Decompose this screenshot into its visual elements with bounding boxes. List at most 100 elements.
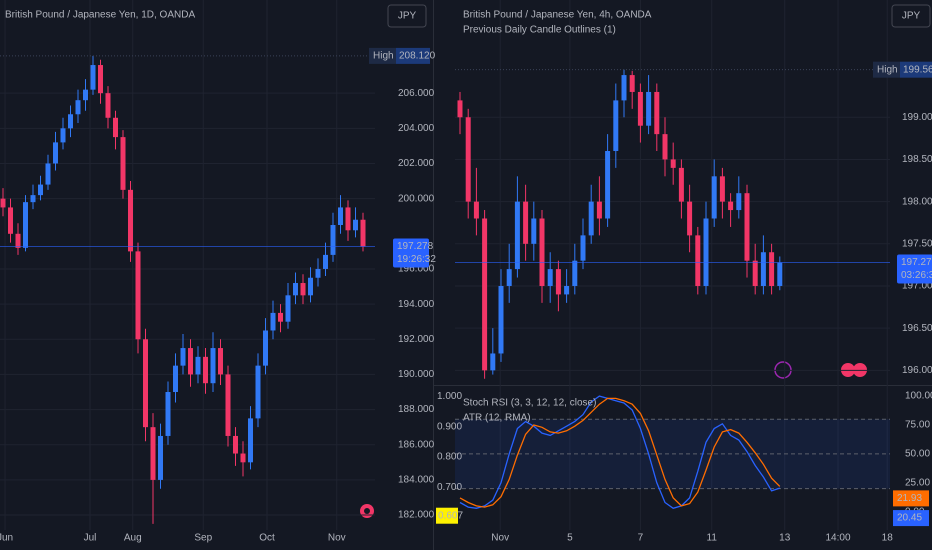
- candle-body: [90, 65, 96, 90]
- candle-body: [38, 184, 43, 196]
- candle-body: [225, 374, 231, 436]
- countdown: 03:26:32: [901, 270, 932, 281]
- candle-body: [285, 295, 291, 322]
- candle-body: [572, 260, 578, 286]
- candle-body: [711, 176, 717, 219]
- event-icon-core: [364, 508, 370, 514]
- candle-body: [588, 201, 594, 236]
- currency-label: JPY: [902, 11, 921, 22]
- candle-body: [360, 219, 366, 247]
- candle-body: [330, 225, 336, 255]
- y2-tick-label: 0.900: [437, 421, 462, 432]
- high-tag-value-box: [900, 61, 932, 78]
- candle-body: [8, 207, 13, 234]
- candle-body: [323, 254, 328, 269]
- y-tick-label: 196.500: [902, 323, 932, 334]
- high-tag-value: 208.120: [399, 51, 436, 62]
- candle-body: [539, 218, 545, 286]
- y-tick-label: 197.000: [902, 281, 932, 292]
- candle-body: [248, 418, 253, 463]
- candle-body: [744, 193, 750, 261]
- candle-body: [113, 117, 118, 138]
- high-tag-value-box: [396, 47, 430, 64]
- candle-body: [165, 392, 171, 436]
- currency-button-frame: [387, 4, 427, 28]
- candle-body: [143, 339, 148, 428]
- y-tick-label: 199.000: [902, 112, 932, 123]
- y-tick-label: 198.000: [902, 196, 932, 207]
- candle-body: [769, 252, 775, 286]
- candle-body: [596, 201, 602, 219]
- candle-body: [83, 89, 88, 101]
- y-tick-label: 75.00: [905, 420, 930, 431]
- chart-title: British Pound / Japanese Yen, 4h, OANDA: [463, 10, 652, 21]
- candle-body: [523, 201, 529, 244]
- candle-body: [218, 348, 223, 375]
- value-tag-label: 20.45: [897, 513, 922, 524]
- currency-button[interactable]: JPY: [891, 4, 931, 28]
- candle-body: [60, 128, 66, 143]
- candle-body: [75, 100, 81, 115]
- candle-body: [695, 235, 701, 286]
- candle-body: [678, 167, 684, 202]
- x-tick-label: Jul: [84, 533, 97, 544]
- candle-body: [465, 117, 471, 202]
- countdown: 19:26:32: [397, 254, 436, 265]
- x-tick-label: Nov: [328, 533, 346, 544]
- currency-button-frame: [891, 4, 931, 28]
- currency-label: JPY: [398, 11, 417, 22]
- y-tick-label: 198.500: [902, 154, 932, 165]
- candle-body: [490, 353, 496, 371]
- candle-body: [255, 365, 261, 419]
- last-price-value: 197.278: [901, 257, 932, 268]
- candle-body: [498, 285, 504, 354]
- candle-body: [308, 277, 313, 296]
- high-tag-label: High: [373, 51, 394, 62]
- candle-body: [180, 348, 186, 366]
- candle-body: [736, 193, 742, 211]
- candle-body: [662, 134, 668, 160]
- candle-body: [203, 356, 208, 384]
- candle-body: [760, 252, 766, 286]
- y-tick-label: 184.000: [398, 475, 435, 486]
- candle-body: [580, 235, 586, 261]
- last-price-value: 197.278: [397, 241, 434, 252]
- candle-body: [263, 330, 268, 366]
- candle-body: [506, 269, 512, 286]
- candle-body: [120, 137, 126, 190]
- candle-body: [98, 65, 103, 94]
- candle-body: [300, 283, 306, 296]
- candle-body: [128, 189, 133, 252]
- candle-body: [687, 201, 693, 236]
- y-tick-label: 50.00: [905, 449, 930, 460]
- candle-body: [752, 260, 758, 286]
- y-tick-label: 194.000: [398, 299, 435, 310]
- candle-body: [270, 312, 276, 331]
- y-tick-label: 197.500: [902, 238, 932, 249]
- candle-body: [345, 207, 351, 231]
- value-tag: [893, 490, 929, 507]
- candle-body: [629, 75, 635, 92]
- candle-body: [135, 251, 141, 340]
- currency-button[interactable]: JPY: [387, 4, 427, 28]
- x-tick-label: 14:00: [825, 533, 850, 544]
- candle-body: [457, 100, 463, 118]
- y-tick-label: 202.000: [398, 158, 435, 169]
- y2-tick-label: 0.700: [437, 482, 462, 493]
- candle-body: [564, 285, 570, 295]
- candle-body: [728, 201, 734, 211]
- candle-body: [158, 435, 163, 480]
- stoch-line: [459, 397, 781, 508]
- candle-body: [670, 159, 676, 168]
- candle-body: [233, 435, 238, 454]
- high-tag-value: 199.564: [903, 64, 932, 75]
- x-tick-label: 5: [567, 533, 573, 544]
- y-tick-label: 196.000: [398, 264, 435, 275]
- candle-body: [293, 283, 298, 296]
- candle-body: [23, 202, 28, 248]
- candle-body: [654, 91, 660, 135]
- y-tick-label: 192.000: [398, 334, 435, 345]
- candle-body: [278, 312, 283, 322]
- y-tick-label: 200.000: [398, 193, 435, 204]
